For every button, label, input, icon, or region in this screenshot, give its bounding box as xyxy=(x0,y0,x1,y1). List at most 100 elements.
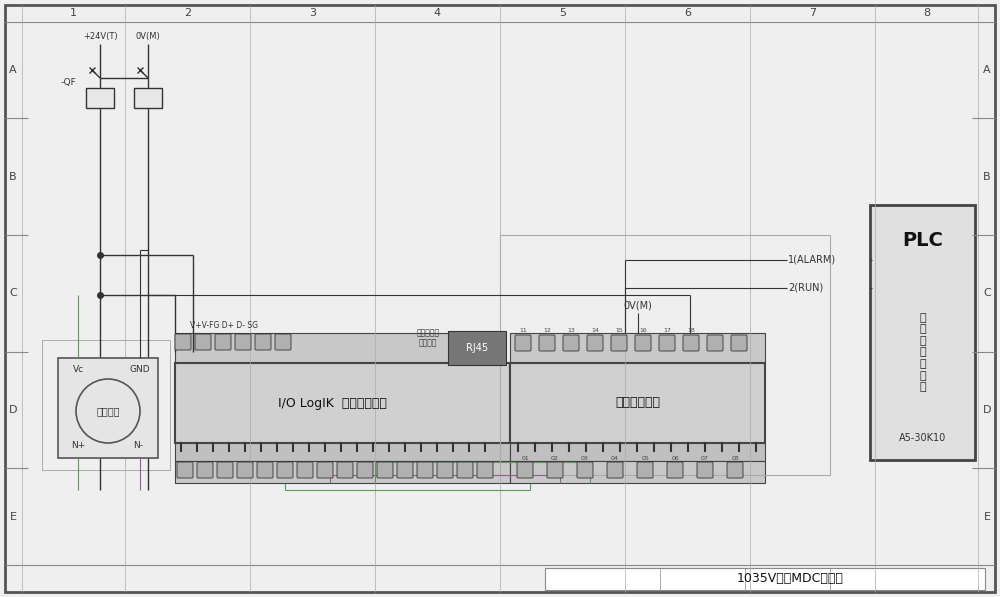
FancyBboxPatch shape xyxy=(397,462,413,478)
Text: E: E xyxy=(10,512,16,522)
FancyBboxPatch shape xyxy=(177,462,193,478)
Bar xyxy=(510,363,765,443)
Text: D: D xyxy=(983,405,991,415)
Bar xyxy=(510,461,765,483)
FancyBboxPatch shape xyxy=(477,462,493,478)
Text: （连接车间
局域网）: （连接车间 局域网） xyxy=(416,328,440,347)
Text: A: A xyxy=(983,65,991,75)
FancyBboxPatch shape xyxy=(659,335,675,351)
Bar xyxy=(510,443,765,461)
FancyBboxPatch shape xyxy=(237,462,253,478)
Text: 2: 2 xyxy=(184,8,191,18)
Bar xyxy=(175,333,450,363)
Bar xyxy=(510,333,765,363)
Text: B: B xyxy=(983,171,991,181)
Bar xyxy=(42,340,170,470)
Bar xyxy=(448,331,506,365)
Text: 14: 14 xyxy=(591,328,599,333)
FancyBboxPatch shape xyxy=(607,462,623,478)
Text: 02: 02 xyxy=(551,457,559,461)
FancyBboxPatch shape xyxy=(683,335,699,351)
Text: 03: 03 xyxy=(581,457,589,461)
FancyBboxPatch shape xyxy=(667,462,683,478)
Bar xyxy=(175,363,510,443)
Text: 8: 8 xyxy=(923,8,930,18)
Text: 3: 3 xyxy=(309,8,316,18)
FancyBboxPatch shape xyxy=(317,462,333,478)
FancyBboxPatch shape xyxy=(707,335,723,351)
FancyBboxPatch shape xyxy=(175,334,191,350)
Bar xyxy=(175,461,510,483)
Bar xyxy=(134,88,162,108)
Text: 4: 4 xyxy=(434,8,441,18)
Text: 15: 15 xyxy=(615,328,623,333)
FancyBboxPatch shape xyxy=(457,462,473,478)
FancyBboxPatch shape xyxy=(337,462,353,478)
Text: 12: 12 xyxy=(543,328,551,333)
FancyBboxPatch shape xyxy=(297,462,313,478)
Text: E: E xyxy=(984,512,990,522)
Text: A5-30K10: A5-30K10 xyxy=(899,433,946,443)
Text: N+: N+ xyxy=(71,442,85,451)
Text: +24V(T): +24V(T) xyxy=(83,32,117,41)
FancyBboxPatch shape xyxy=(217,462,233,478)
Bar xyxy=(545,568,985,590)
Text: 2(RUN): 2(RUN) xyxy=(788,283,823,293)
Text: C: C xyxy=(983,288,991,298)
FancyBboxPatch shape xyxy=(277,462,293,478)
Bar xyxy=(175,443,510,461)
Text: 18: 18 xyxy=(687,328,695,333)
Text: 07: 07 xyxy=(701,457,709,461)
Text: 0V(M): 0V(M) xyxy=(623,300,652,310)
Text: 7: 7 xyxy=(809,8,816,18)
Text: 1: 1 xyxy=(70,8,77,18)
Text: 16: 16 xyxy=(639,328,647,333)
FancyBboxPatch shape xyxy=(577,462,593,478)
Text: 感应线圈: 感应线圈 xyxy=(96,406,120,416)
Text: 11: 11 xyxy=(519,328,527,333)
Text: 05: 05 xyxy=(641,457,649,461)
Text: 06: 06 xyxy=(671,457,679,461)
FancyBboxPatch shape xyxy=(727,462,743,478)
FancyBboxPatch shape xyxy=(697,462,713,478)
Text: 01: 01 xyxy=(521,457,529,461)
FancyBboxPatch shape xyxy=(377,462,393,478)
Text: 08: 08 xyxy=(731,457,739,461)
Text: N-: N- xyxy=(133,442,143,451)
FancyBboxPatch shape xyxy=(417,462,433,478)
FancyBboxPatch shape xyxy=(637,462,653,478)
Text: B: B xyxy=(9,171,17,181)
FancyBboxPatch shape xyxy=(255,334,271,350)
Text: RJ45: RJ45 xyxy=(466,343,488,353)
Text: 1(ALARM): 1(ALARM) xyxy=(788,255,836,265)
FancyBboxPatch shape xyxy=(235,334,251,350)
Text: D: D xyxy=(9,405,17,415)
Bar xyxy=(58,358,158,458)
FancyBboxPatch shape xyxy=(547,462,563,478)
Text: A: A xyxy=(9,65,17,75)
FancyBboxPatch shape xyxy=(635,335,651,351)
Text: V+V-FG D+ D- SG: V+V-FG D+ D- SG xyxy=(190,321,258,330)
Bar xyxy=(870,205,975,460)
FancyBboxPatch shape xyxy=(275,334,291,350)
Text: I/O LogIK  智能采集终端: I/O LogIK 智能采集终端 xyxy=(278,396,387,410)
FancyBboxPatch shape xyxy=(539,335,555,351)
FancyBboxPatch shape xyxy=(257,462,273,478)
Text: 5: 5 xyxy=(559,8,566,18)
Text: 6: 6 xyxy=(684,8,691,18)
FancyBboxPatch shape xyxy=(611,335,627,351)
Bar xyxy=(86,88,114,108)
Text: Vc: Vc xyxy=(72,365,84,374)
Text: 13: 13 xyxy=(567,328,575,333)
Text: GND: GND xyxy=(130,365,150,374)
Text: C: C xyxy=(9,288,17,298)
FancyBboxPatch shape xyxy=(357,462,373,478)
FancyBboxPatch shape xyxy=(437,462,453,478)
Text: 隔离保护模块: 隔离保护模块 xyxy=(615,396,660,410)
FancyBboxPatch shape xyxy=(195,334,211,350)
FancyBboxPatch shape xyxy=(731,335,747,351)
FancyBboxPatch shape xyxy=(215,334,231,350)
Bar xyxy=(500,235,830,475)
FancyBboxPatch shape xyxy=(563,335,579,351)
Text: 输
出
或
继
电
器
板: 输 出 或 继 电 器 板 xyxy=(919,313,926,392)
